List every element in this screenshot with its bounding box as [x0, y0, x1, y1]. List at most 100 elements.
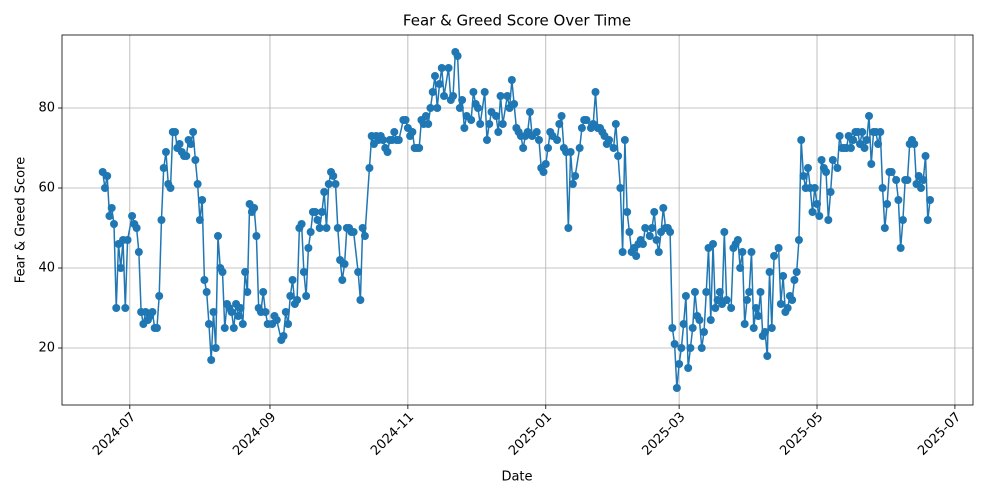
data-point — [803, 164, 812, 172]
data-point — [557, 112, 566, 120]
data-point — [281, 308, 290, 316]
data-point — [132, 224, 141, 232]
data-point — [213, 232, 222, 240]
data-point — [568, 180, 577, 188]
data-point — [699, 328, 708, 336]
data-point — [591, 88, 600, 96]
data-point — [250, 204, 259, 212]
data-point — [494, 128, 503, 136]
data-point — [846, 144, 855, 152]
data-point — [894, 196, 903, 204]
data-point — [284, 320, 293, 328]
data-point — [702, 288, 711, 296]
data-point — [116, 264, 125, 272]
data-point — [338, 276, 347, 284]
data-point — [776, 300, 785, 308]
data-point — [507, 76, 516, 84]
data-point — [686, 344, 695, 352]
data-point — [390, 128, 399, 136]
data-point — [191, 156, 200, 164]
data-point — [539, 168, 548, 176]
data-point — [571, 172, 580, 180]
data-point — [311, 208, 320, 216]
data-point — [756, 288, 765, 296]
data-point — [476, 120, 485, 128]
data-point — [632, 252, 641, 260]
data-point — [645, 232, 654, 240]
data-point — [202, 288, 211, 296]
data-point — [503, 92, 512, 100]
data-point — [878, 184, 887, 192]
data-point — [688, 324, 697, 332]
data-point — [421, 112, 430, 120]
data-point — [329, 172, 338, 180]
data-point — [193, 180, 202, 188]
data-point — [817, 156, 826, 164]
data-point — [293, 296, 302, 304]
data-point — [553, 136, 562, 144]
data-point — [299, 268, 308, 276]
data-point — [733, 236, 742, 244]
data-point — [220, 324, 229, 332]
data-point — [157, 216, 166, 224]
data-point — [519, 144, 528, 152]
data-point — [740, 320, 749, 328]
data-point — [670, 340, 679, 348]
data-point — [926, 196, 935, 204]
data-point — [510, 100, 519, 108]
data-point — [582, 116, 591, 124]
data-point — [331, 180, 340, 188]
data-point — [297, 220, 306, 228]
data-point — [349, 228, 358, 236]
data-point — [544, 144, 553, 152]
data-point — [534, 136, 543, 144]
data-point — [218, 268, 227, 276]
data-point — [835, 132, 844, 140]
data-point — [763, 352, 772, 360]
data-point — [684, 364, 693, 372]
data-point — [770, 252, 779, 260]
data-point — [862, 136, 871, 144]
data-point — [618, 248, 627, 256]
data-point — [697, 344, 706, 352]
data-point — [715, 288, 724, 296]
data-point — [159, 164, 168, 172]
data-point — [209, 308, 218, 316]
y-tick-label: 60 — [38, 181, 55, 196]
data-point — [229, 324, 238, 332]
data-point — [482, 136, 491, 144]
data-point — [650, 208, 659, 216]
data-point — [261, 308, 270, 316]
data-point — [826, 188, 835, 196]
data-point — [880, 224, 889, 232]
data-point — [783, 304, 792, 312]
data-point — [241, 268, 250, 276]
data-point — [742, 296, 751, 304]
data-point — [616, 184, 625, 192]
data-point — [236, 304, 245, 312]
data-point — [460, 124, 469, 132]
data-point — [207, 356, 216, 364]
x-axis-label: Date — [501, 470, 532, 485]
data-point — [611, 120, 620, 128]
data-point — [883, 200, 892, 208]
data-point — [112, 304, 121, 312]
data-point — [555, 120, 564, 128]
data-point — [408, 128, 417, 136]
data-point — [860, 144, 869, 152]
data-point — [378, 136, 387, 144]
chart-title: Fear & Greed Score Over Time — [403, 12, 631, 30]
data-point — [815, 212, 824, 220]
data-point — [358, 224, 367, 232]
data-point — [356, 296, 365, 304]
data-point — [892, 176, 901, 184]
data-point — [923, 216, 932, 224]
data-point — [365, 164, 374, 172]
data-point — [458, 96, 467, 104]
data-point — [496, 92, 505, 100]
data-point — [625, 228, 634, 236]
data-point — [858, 128, 867, 136]
data-point — [440, 92, 449, 100]
data-point — [808, 208, 817, 216]
data-point — [155, 292, 164, 300]
